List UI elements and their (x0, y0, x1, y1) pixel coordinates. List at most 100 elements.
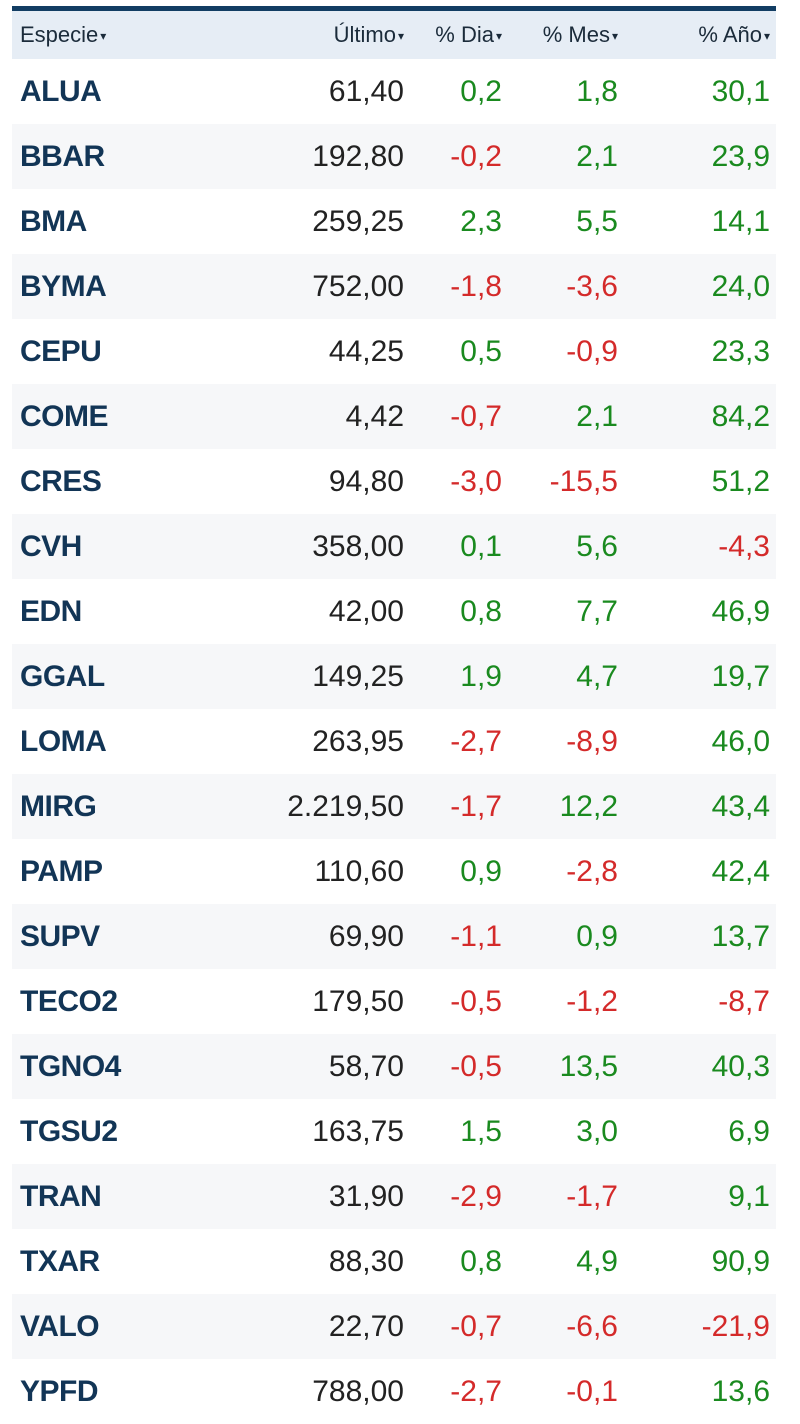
table-row[interactable]: CRES 94,80 -3,0 -15,5 51,2 (12, 449, 776, 514)
pct-mes-cell: 13,5 (559, 1049, 618, 1083)
ultimo-cell: 94,80 (328, 464, 404, 498)
table-row[interactable]: TRAN 31,90 -2,9 -1,7 9,1 (12, 1164, 776, 1229)
table-row[interactable]: CEPU 44,25 0,5 -0,9 23,3 (12, 319, 776, 384)
ultimo-cell: 263,95 (312, 724, 404, 758)
ultimo-cell: 2.219,50 (287, 789, 404, 823)
table-row[interactable]: ALUA 61,40 0,2 1,8 30,1 (12, 59, 776, 124)
ticker-cell[interactable]: TGSU2 (20, 1114, 118, 1148)
ticker-cell[interactable]: MIRG (20, 789, 97, 823)
column-header-especie[interactable]: Especie ▾ (12, 11, 182, 59)
stock-table-widget: Especie ▾ Último ▾ % Dia ▾ % Mes ▾ % Año ▾ AL… (12, 0, 776, 1424)
ticker-cell[interactable]: VALO (20, 1309, 100, 1343)
column-header-dia[interactable]: % Dia ▾ (410, 11, 508, 59)
pct-anio-cell: 40,3 (711, 1049, 770, 1083)
pct-anio-cell: -8,7 (718, 984, 770, 1018)
pct-mes-cell: -1,7 (566, 1179, 618, 1213)
pct-dia-cell: -2,7 (450, 1374, 502, 1408)
table-row[interactable]: YPFD 788,00 -2,7 -0,1 13,6 (12, 1359, 776, 1424)
ticker-cell[interactable]: EDN (20, 594, 82, 628)
ticker-cell[interactable]: TRAN (20, 1179, 102, 1213)
ticker-cell[interactable]: PAMP (20, 854, 103, 888)
table-row[interactable]: VALO 22,70 -0,7 -6,6 -21,9 (12, 1294, 776, 1359)
pct-dia-cell: 1,9 (460, 659, 502, 693)
pct-mes-cell: 1,8 (576, 74, 618, 108)
table-row[interactable]: BBAR 192,80 -0,2 2,1 23,9 (12, 124, 776, 189)
ticker-cell[interactable]: TXAR (20, 1244, 100, 1278)
table-row[interactable]: TGNO4 58,70 -0,5 13,5 40,3 (12, 1034, 776, 1099)
ticker-cell[interactable]: YPFD (20, 1374, 99, 1408)
stock-table: Especie ▾ Último ▾ % Dia ▾ % Mes ▾ % Año ▾ AL… (12, 11, 776, 1424)
table-row[interactable]: BYMA 752,00 -1,8 -3,6 24,0 (12, 254, 776, 319)
table-top-bar (12, 0, 776, 11)
ultimo-cell: 752,00 (312, 269, 404, 303)
ultimo-cell: 42,00 (328, 594, 404, 628)
table-row[interactable]: COME 4,42 -0,7 2,1 84,2 (12, 384, 776, 449)
pct-anio-cell: 46,9 (711, 594, 770, 628)
table-row[interactable]: GGAL 149,25 1,9 4,7 19,7 (12, 644, 776, 709)
ultimo-cell: 31,90 (328, 1179, 404, 1213)
ticker-cell[interactable]: BMA (20, 204, 87, 238)
table-row[interactable]: TXAR 88,30 0,8 4,9 90,9 (12, 1229, 776, 1294)
ticker-cell[interactable]: TGNO4 (20, 1049, 121, 1083)
column-header-label: Especie (20, 22, 99, 47)
table-row[interactable]: LOMA 263,95 -2,7 -8,9 46,0 (12, 709, 776, 774)
ticker-cell[interactable]: CVH (20, 529, 82, 563)
pct-anio-cell: 30,1 (711, 74, 770, 108)
pct-dia-cell: -0,7 (450, 399, 502, 433)
pct-anio-cell: 51,2 (711, 464, 770, 498)
ticker-cell[interactable]: TECO2 (20, 984, 118, 1018)
ticker-cell[interactable]: CEPU (20, 334, 102, 368)
pct-anio-cell: 23,3 (711, 334, 770, 368)
ultimo-cell: 110,60 (314, 854, 404, 888)
caret-down-icon: ▾ (397, 29, 404, 44)
column-header-ultimo[interactable]: Último ▾ (182, 11, 410, 59)
pct-mes-cell: -6,6 (566, 1309, 618, 1343)
column-header-anio[interactable]: % Año ▾ (624, 11, 776, 59)
ticker-cell[interactable]: BYMA (20, 269, 107, 303)
pct-dia-cell: -1,7 (450, 789, 502, 823)
table-row[interactable]: PAMP 110,60 0,9 -2,8 42,4 (12, 839, 776, 904)
pct-dia-cell: -0,7 (450, 1309, 502, 1343)
pct-mes-cell: -15,5 (549, 464, 618, 498)
pct-dia-cell: 2,3 (460, 204, 502, 238)
pct-dia-cell: -2,9 (450, 1179, 502, 1213)
table-header: Especie ▾ Último ▾ % Dia ▾ % Mes ▾ % Año ▾ (12, 11, 776, 59)
ticker-cell[interactable]: SUPV (20, 919, 100, 953)
ticker-cell[interactable]: LOMA (20, 724, 107, 758)
ticker-cell[interactable]: GGAL (20, 659, 105, 693)
table-row[interactable]: MIRG 2.219,50 -1,7 12,2 43,4 (12, 774, 776, 839)
table-row[interactable]: TECO2 179,50 -0,5 -1,2 -8,7 (12, 969, 776, 1034)
header-row: Especie ▾ Último ▾ % Dia ▾ % Mes ▾ % Año ▾ (12, 11, 776, 59)
pct-mes-cell: 4,7 (576, 659, 618, 693)
pct-anio-cell: 9,1 (728, 1179, 770, 1213)
pct-anio-cell: 19,7 (711, 659, 770, 693)
table-row[interactable]: CVH 358,00 0,1 5,6 -4,3 (12, 514, 776, 579)
table-row[interactable]: BMA 259,25 2,3 5,5 14,1 (12, 189, 776, 254)
ticker-cell[interactable]: COME (20, 399, 109, 433)
table-row[interactable]: TGSU2 163,75 1,5 3,0 6,9 (12, 1099, 776, 1164)
pct-mes-cell: -8,9 (566, 724, 618, 758)
pct-mes-cell: 0,9 (576, 919, 618, 953)
pct-anio-cell: 14,1 (711, 204, 770, 238)
caret-down-icon: ▾ (611, 29, 618, 44)
ticker-cell[interactable]: CRES (20, 464, 102, 498)
ultimo-cell: 58,70 (328, 1049, 404, 1083)
pct-dia-cell: -1,1 (450, 919, 502, 953)
table-body: ALUA 61,40 0,2 1,8 30,1 BBAR 192,80 -0,2 2,1 23,9… (12, 59, 776, 1424)
column-header-mes[interactable]: % Mes ▾ (508, 11, 624, 59)
caret-down-icon: ▾ (100, 29, 107, 44)
ultimo-cell: 88,30 (328, 1244, 404, 1278)
ultimo-cell: 788,00 (312, 1374, 404, 1408)
pct-anio-cell: 84,2 (711, 399, 770, 433)
pct-anio-cell: 24,0 (711, 269, 770, 303)
ultimo-cell: 358,00 (312, 529, 404, 563)
ticker-cell[interactable]: BBAR (20, 139, 105, 173)
table-row[interactable]: SUPV 69,90 -1,1 0,9 13,7 (12, 904, 776, 969)
table-row[interactable]: EDN 42,00 0,8 7,7 46,9 (12, 579, 776, 644)
pct-dia-cell: 0,8 (460, 1244, 502, 1278)
ticker-cell[interactable]: ALUA (20, 74, 102, 108)
pct-anio-cell: -4,3 (718, 529, 770, 563)
ultimo-cell: 44,25 (328, 334, 404, 368)
ultimo-cell: 61,40 (328, 74, 404, 108)
ultimo-cell: 179,50 (312, 984, 404, 1018)
